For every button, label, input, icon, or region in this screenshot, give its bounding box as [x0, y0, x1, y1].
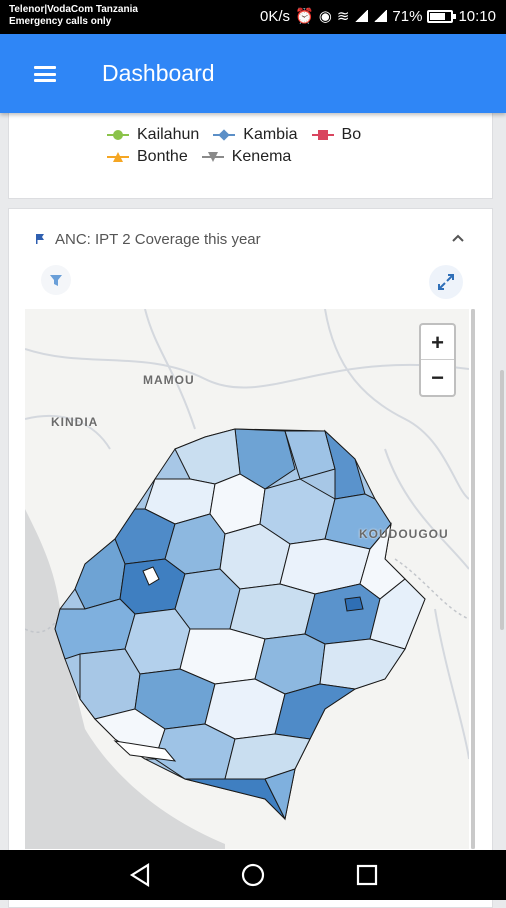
circle-marker-icon: [107, 129, 129, 141]
triangle-marker-icon: [107, 151, 129, 163]
fullscreen-expand-button[interactable]: [429, 265, 463, 299]
legend-label: Kailahun: [137, 126, 200, 143]
recents-icon[interactable]: [354, 862, 380, 888]
fullscreen-expand-icon: [438, 274, 454, 290]
battery-icon: [427, 9, 457, 23]
chevron-up-icon[interactable]: [451, 231, 465, 245]
legend-item-kenema[interactable]: Kenema: [201, 148, 292, 166]
map-card-title: ANC: IPT 2 Coverage this year: [55, 231, 261, 248]
page-title: Dashboard: [102, 60, 215, 86]
page-scrollbar[interactable]: [500, 370, 504, 630]
clock: 10:10: [458, 7, 496, 25]
legend-item-kailahun[interactable]: Kailahun: [107, 126, 199, 144]
map-view[interactable]: MAMOU KINDIA KOUDOUGOU + −: [25, 309, 469, 849]
wifi-icon: ≋: [336, 8, 350, 25]
hamburger-menu-icon[interactable]: [34, 66, 56, 82]
signal-icon: [354, 10, 369, 22]
chart-card: Kailahun Kambia Bo: [8, 100, 493, 199]
status-indicators: 0K/s ⏰ ◉ ≋ 71% 10:10: [260, 7, 496, 26]
signal-icon-2: [373, 10, 388, 22]
emergency-text: Emergency calls only: [9, 16, 112, 27]
alarm-icon: ⏰: [295, 8, 314, 25]
legend-label: Bo: [341, 126, 362, 143]
legend-item-bonthe[interactable]: Bonthe: [107, 148, 188, 166]
map-scrollbar-thumb[interactable]: [471, 309, 475, 849]
legend-label: Kambia: [243, 126, 298, 143]
filter-icon: [50, 275, 62, 286]
app-bar: Dashboard: [0, 34, 506, 113]
home-icon[interactable]: [240, 862, 266, 888]
map-scrollbar[interactable]: [471, 309, 475, 849]
legend-item-bo[interactable]: Bo: [311, 126, 362, 144]
battery-percent: 71%: [392, 7, 423, 25]
place-label-koudougou: KOUDOUGOU: [359, 527, 449, 541]
status-bar: Telenor|VodaCom Tanzania Emergency calls…: [0, 0, 506, 34]
map-canvas[interactable]: [25, 309, 469, 849]
legend-item-kambia[interactable]: Kambia: [213, 126, 298, 144]
network-speed: 0K/s: [260, 7, 291, 25]
map-flag-icon: [36, 234, 44, 244]
eye-icon: ◉: [318, 8, 332, 25]
map-card: ANC: IPT 2 Coverage this year: [8, 208, 493, 908]
chart-legend: Kailahun Kambia Bo: [107, 124, 427, 168]
place-label-kindia: KINDIA: [51, 415, 99, 429]
legend-label: Bonthe: [137, 148, 188, 165]
zoom-out-button[interactable]: −: [431, 365, 444, 390]
filter-button[interactable]: [41, 265, 71, 295]
legend-label: Kenema: [231, 148, 292, 165]
zoom-in-button[interactable]: +: [421, 325, 454, 360]
system-nav-bar: [0, 850, 506, 900]
diamond-marker-icon: [213, 129, 236, 141]
square-marker-icon: [311, 129, 334, 141]
triangle-down-marker-icon: [201, 151, 224, 163]
back-icon[interactable]: [128, 862, 154, 888]
carrier-info: Telenor|VodaCom Tanzania Emergency calls…: [9, 4, 138, 28]
choropleth-regions: [54, 428, 426, 821]
place-label-mamou: MAMOU: [143, 373, 195, 387]
carrier-name: Telenor|VodaCom Tanzania: [9, 4, 138, 15]
zoom-controls: + −: [419, 323, 456, 397]
